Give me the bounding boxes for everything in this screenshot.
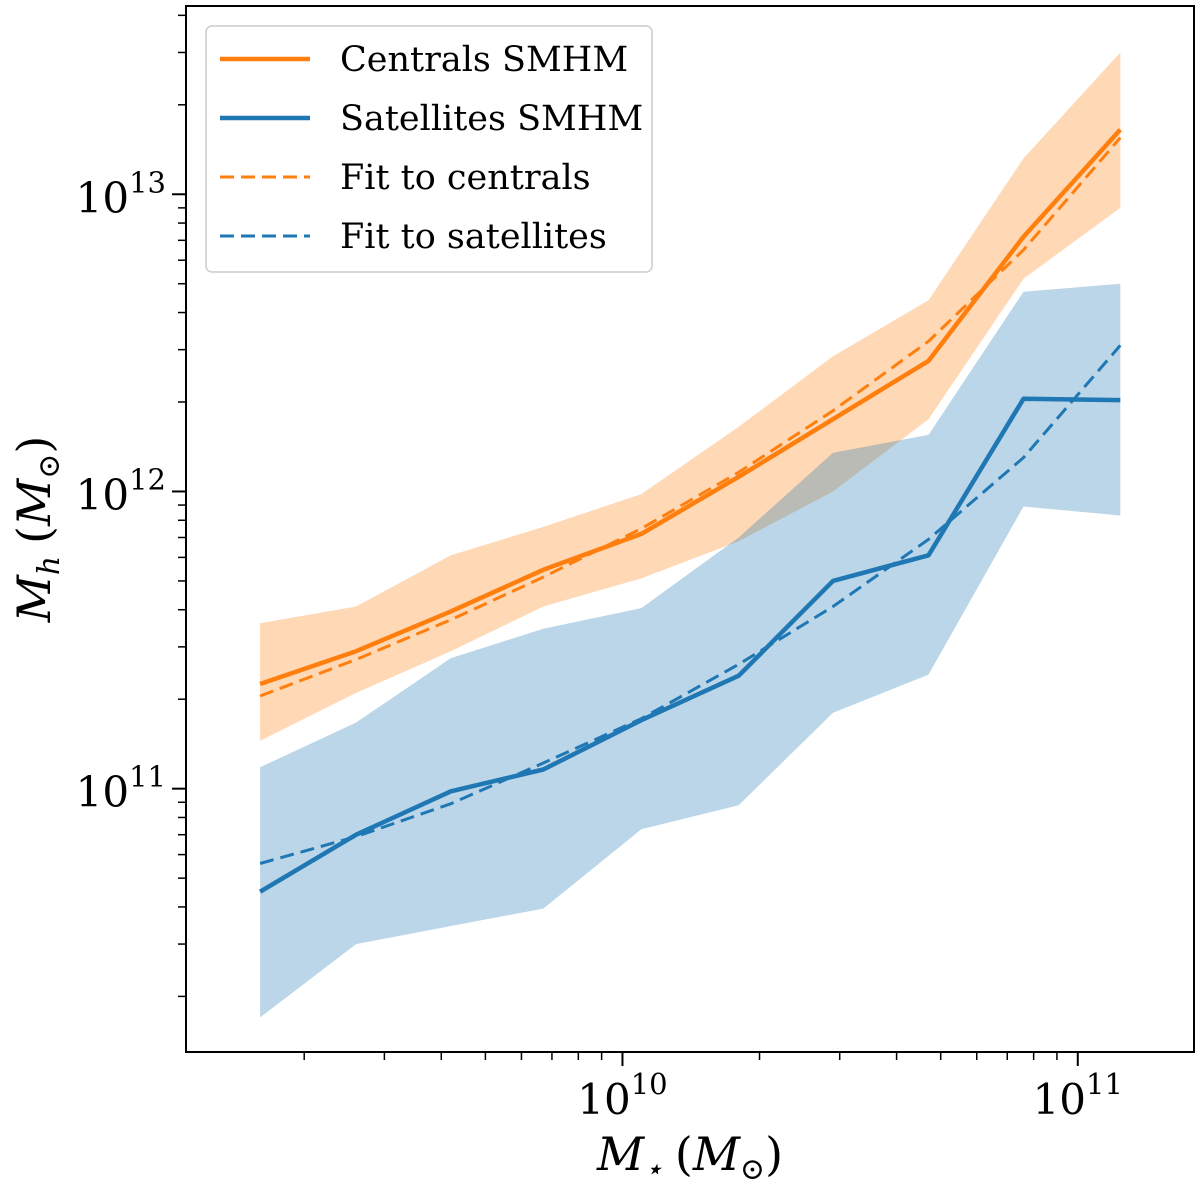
y-tick-label: 1011: [76, 760, 166, 817]
legend-label-centrals-smhm: Centrals SMHM: [340, 40, 628, 80]
bands-layer: [260, 52, 1121, 1018]
satellites-smhm-line: [258, 396, 1121, 894]
legend: Centrals SMHM Satellites SMHM Fit to centr…: [205, 25, 653, 273]
centrals-spread-band: [260, 52, 1121, 741]
x-axis-label: M⋆ (M⊙): [596, 1127, 783, 1187]
x-tick-label: 1011: [1033, 1067, 1123, 1124]
lines-layer: [258, 128, 1122, 894]
legend-label-satellites-smhm: Satellites SMHM: [340, 99, 643, 139]
y-axis-label: Mh(M⊙): [7, 436, 67, 624]
legend-box: [205, 25, 653, 273]
y-tick-label: 1013: [76, 165, 166, 222]
x-tick-label: 1010: [577, 1067, 667, 1124]
centrals-smhm-line: [259, 128, 1122, 687]
fit-to-centrals-line: [259, 136, 1122, 698]
legend-label-fit-to-centrals: Fit to centrals: [340, 158, 591, 198]
plot-frame: [185, 5, 1195, 1053]
satellites-spread-band: [260, 283, 1121, 1018]
fit-to-satellites-line: [259, 344, 1122, 865]
y-tick-label: 1012: [76, 462, 166, 519]
legend-label-fit-to-satellites: Fit to satellites: [340, 217, 607, 257]
ticks-layer: 1010 1011 1011 1012 1013: [76, 14, 1123, 1124]
